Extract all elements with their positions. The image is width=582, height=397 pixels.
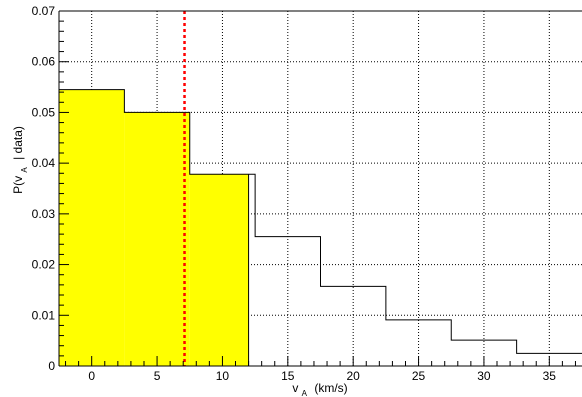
x-tick-label: 25 (412, 369, 426, 383)
y-tick-label: 0.07 (32, 4, 56, 18)
histogram-step-line (59, 89, 582, 354)
tick-labels: 0 5 10 15 20 25 30 35 0 0.01 0.02 0.03 0.04 0.05 0.06 0… (32, 4, 557, 383)
x-tick-label: 30 (477, 369, 491, 383)
histogram-bar (59, 89, 125, 366)
histogram-outline (59, 89, 582, 354)
y-axis-title-rest: | data) (11, 126, 25, 160)
y-axis-title: P(v A | data) (11, 126, 30, 194)
x-tick-label: 0 (88, 369, 95, 383)
y-axis-title-main: P(v (11, 176, 25, 194)
x-tick-label: 35 (543, 369, 557, 383)
y-axis-title-sub: A (20, 167, 29, 173)
x-tick-label: 20 (347, 369, 361, 383)
y-tick-label: 0.01 (32, 308, 56, 322)
x-axis-title-main: v (292, 381, 298, 395)
histogram-bar (189, 174, 249, 366)
x-tick-label: 15 (281, 369, 295, 383)
y-tick-label: 0.02 (32, 258, 56, 272)
axes (58, 10, 582, 367)
x-axis-title-unit: (km/s) (314, 381, 347, 395)
x-axis-title-sub: A (302, 389, 308, 397)
y-tick-label: 0.05 (32, 105, 56, 119)
x-tick-label: 10 (216, 369, 230, 383)
y-tick-label: 0.06 (32, 55, 56, 69)
shaded-region (59, 89, 250, 366)
y-tick-label: 0.03 (32, 207, 56, 221)
x-axis-title: v A (km/s) (292, 381, 347, 397)
x-tick-label: 5 (154, 369, 161, 383)
histogram-bar (124, 112, 190, 366)
y-tick-label: 0.04 (32, 156, 56, 170)
y-tick-label: 0 (48, 359, 55, 373)
